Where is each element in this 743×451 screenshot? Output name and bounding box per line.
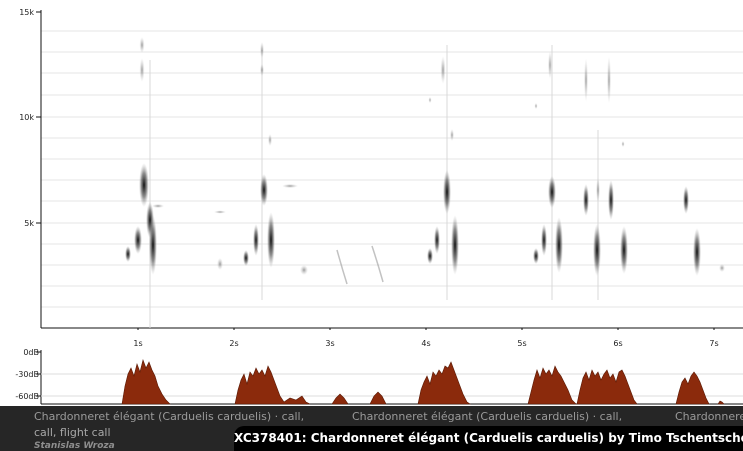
db-tick-0: 0dB — [23, 348, 39, 357]
x-tick-1s: 1s — [133, 339, 142, 348]
db-tick-minus30: -30dB — [15, 370, 39, 379]
y-tick-5k: 5k — [24, 219, 34, 228]
y-tick-15k: 15k — [19, 8, 34, 17]
spectrogram: 15k 10k 5k — [19, 8, 743, 333]
db-tick-minus60: -60dB — [15, 392, 39, 401]
list-item-title[interactable]: Chardonneret élégant (Carduelis cardueli… — [34, 410, 305, 423]
spectrogram-calls — [125, 37, 725, 285]
envelope-bursts — [121, 358, 725, 405]
amplitude-envelope-panel: 0dB -30dB -60dB — [0, 346, 743, 406]
list-item-subtitle: call, flight call — [34, 426, 111, 439]
x-tick-3s: 3s — [325, 339, 334, 348]
x-tick-4s: 4s — [421, 339, 430, 348]
amplitude-envelope: 0dB -30dB -60dB — [15, 348, 743, 405]
x-tick-6s: 6s — [613, 339, 622, 348]
x-tick-2s: 2s — [229, 339, 238, 348]
list-item-title[interactable]: Chardonneret élégant — [675, 410, 743, 423]
x-tick-5s: 5s — [517, 339, 526, 348]
x-tick-7s: 7s — [709, 339, 718, 348]
y-tick-10k: 10k — [19, 113, 34, 122]
x-axis-labels: 2s 3s 4s 5s 6s 7s 1s — [133, 339, 718, 348]
spectrogram-panel: 15k 10k 5k — [19, 8, 743, 333]
recording-caption: XC378401: Chardonneret élégant (Cardueli… — [234, 426, 743, 451]
list-item-title[interactable]: Chardonneret élégant (Carduelis cardueli… — [352, 410, 623, 423]
list-item-author[interactable]: Stanislas Wroza — [34, 441, 115, 451]
